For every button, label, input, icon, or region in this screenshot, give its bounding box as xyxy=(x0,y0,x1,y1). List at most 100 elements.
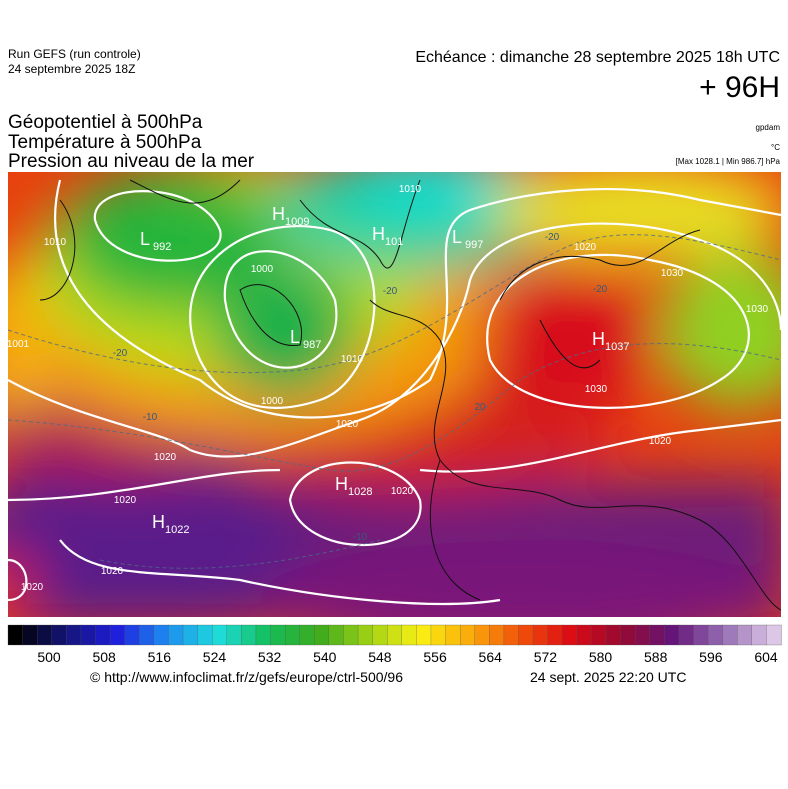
colorbar-tick-label: 604 xyxy=(754,649,778,665)
colorbar-swatch xyxy=(109,624,126,646)
run-date: 24 septembre 2025 18Z xyxy=(8,62,135,76)
map xyxy=(8,172,781,617)
center-value: 1028 xyxy=(348,486,372,498)
colorbar-swatch xyxy=(343,624,359,646)
colorbar-swatch xyxy=(576,624,593,646)
colorbar-swatch xyxy=(751,624,768,646)
colorbar-tick-label: 508 xyxy=(92,649,116,665)
colorbar-swatch xyxy=(532,624,549,646)
center-type: L xyxy=(290,327,300,347)
colorbar-swatch xyxy=(37,624,53,646)
colorbar-swatch xyxy=(518,624,534,646)
colorbar-swatch xyxy=(372,624,388,646)
colorbar-tick-label: 556 xyxy=(423,649,447,665)
generated: 24 sept. 2025 22:20 UTC xyxy=(530,669,686,685)
colorbar-swatch xyxy=(649,624,665,646)
colorbar-swatch xyxy=(124,624,140,646)
colorbar-swatch xyxy=(445,624,461,646)
colorbar-swatch xyxy=(95,624,111,646)
run-label: Run GEFS (run controle) xyxy=(8,47,141,61)
contour-label: 1000 xyxy=(251,264,274,275)
colorbar-swatch xyxy=(401,624,418,646)
colorbar-swatch xyxy=(416,624,432,646)
contour-label: -20 xyxy=(593,284,608,295)
colorbar-swatch xyxy=(51,624,67,646)
center-type: H xyxy=(272,204,285,224)
colorbar-swatch xyxy=(722,624,738,646)
colorbar-swatch xyxy=(547,624,563,646)
colorbar-swatch xyxy=(182,624,199,646)
contour-label: 1020 xyxy=(114,495,137,506)
center-value: 101 xyxy=(385,236,403,248)
center-type: H xyxy=(335,474,348,494)
contour-label: 1000 xyxy=(261,396,284,407)
contour-label: 1010 xyxy=(44,237,67,248)
center-value: 997 xyxy=(465,239,483,251)
contour-label: 1020 xyxy=(649,436,672,447)
colorbar-tick-label: 532 xyxy=(258,649,282,665)
colorbar-swatch xyxy=(591,624,607,646)
colorbar-swatch xyxy=(737,624,753,646)
colorbar-swatch xyxy=(168,624,184,646)
center-value: 1022 xyxy=(165,524,189,536)
colorbar-tick-label: 516 xyxy=(148,649,172,665)
colorbar-swatch xyxy=(80,624,97,646)
center-value: 1037 xyxy=(605,341,629,353)
contour-label: 1030 xyxy=(585,384,608,395)
center-type: L xyxy=(452,227,462,247)
unit: [Max 1028.1 | Min 986.7] hPa xyxy=(676,157,781,166)
colorbar-swatch xyxy=(197,624,213,646)
contour-label: 1020 xyxy=(574,242,597,253)
colorbar-swatch xyxy=(357,624,374,646)
unit: °C xyxy=(771,143,780,152)
center-type: H xyxy=(592,329,605,349)
colorbar-swatch xyxy=(664,624,680,646)
contour-label: -10 xyxy=(143,412,158,423)
colorbar-swatch xyxy=(605,624,622,646)
contour-label: -20 xyxy=(113,348,128,359)
colorbar-swatch xyxy=(241,624,257,646)
colorbar-swatch xyxy=(707,624,724,646)
colorbar-swatch xyxy=(255,624,272,646)
center-type: H xyxy=(372,224,385,244)
contour-label: -20 xyxy=(545,232,560,243)
colorbar-swatch xyxy=(489,624,505,646)
colorbar-swatch xyxy=(635,624,651,646)
colorbar-tick-label: 540 xyxy=(313,649,337,665)
colorbar-swatch xyxy=(284,624,301,646)
title: Pression au niveau de la mer xyxy=(8,151,255,172)
colorbar-swatch xyxy=(212,624,228,646)
colorbar-swatch xyxy=(503,624,520,646)
contour-label: 1020 xyxy=(21,582,44,593)
contour-label: 20 xyxy=(474,402,486,413)
contour-label: 1010 xyxy=(341,354,364,365)
colorbar-swatch xyxy=(314,624,330,646)
colorbar-swatch xyxy=(678,624,695,646)
colorbar-tick-label: 548 xyxy=(368,649,392,665)
colorbar-swatch xyxy=(387,624,403,646)
colorbar-tick-label: 596 xyxy=(699,649,723,665)
center-type: H xyxy=(152,512,165,532)
lead-time: + 96H xyxy=(699,71,780,104)
title: Géopotentiel à 500hPa xyxy=(8,112,203,133)
contour-label: 1020 xyxy=(336,419,359,430)
contour-label: -10 xyxy=(353,532,368,543)
colorbar-swatch xyxy=(270,624,286,646)
colorbar-swatch xyxy=(66,624,82,646)
contour-label: 1020 xyxy=(391,486,414,497)
colorbar-tick-label: 524 xyxy=(203,649,227,665)
contour-label: 1030 xyxy=(661,268,684,279)
colorbar-swatch xyxy=(430,624,447,646)
colorbar-tick-label: 588 xyxy=(644,649,668,665)
colorbar-swatch xyxy=(328,624,345,646)
colorbar-swatch xyxy=(620,624,636,646)
center-type: L xyxy=(140,229,150,249)
colorbar-swatch xyxy=(766,624,782,646)
colorbar-swatch xyxy=(226,624,243,646)
colorbar-swatch xyxy=(7,624,24,646)
contour-label: 1020 xyxy=(101,566,124,577)
colorbar-swatch xyxy=(459,624,476,646)
colorbar: 500 508 516 524 532 540 548 556 564 572 580 588 596 6… xyxy=(7,624,782,665)
source: © http://www.infoclimat.fr/z/gefs/europe… xyxy=(90,669,403,685)
